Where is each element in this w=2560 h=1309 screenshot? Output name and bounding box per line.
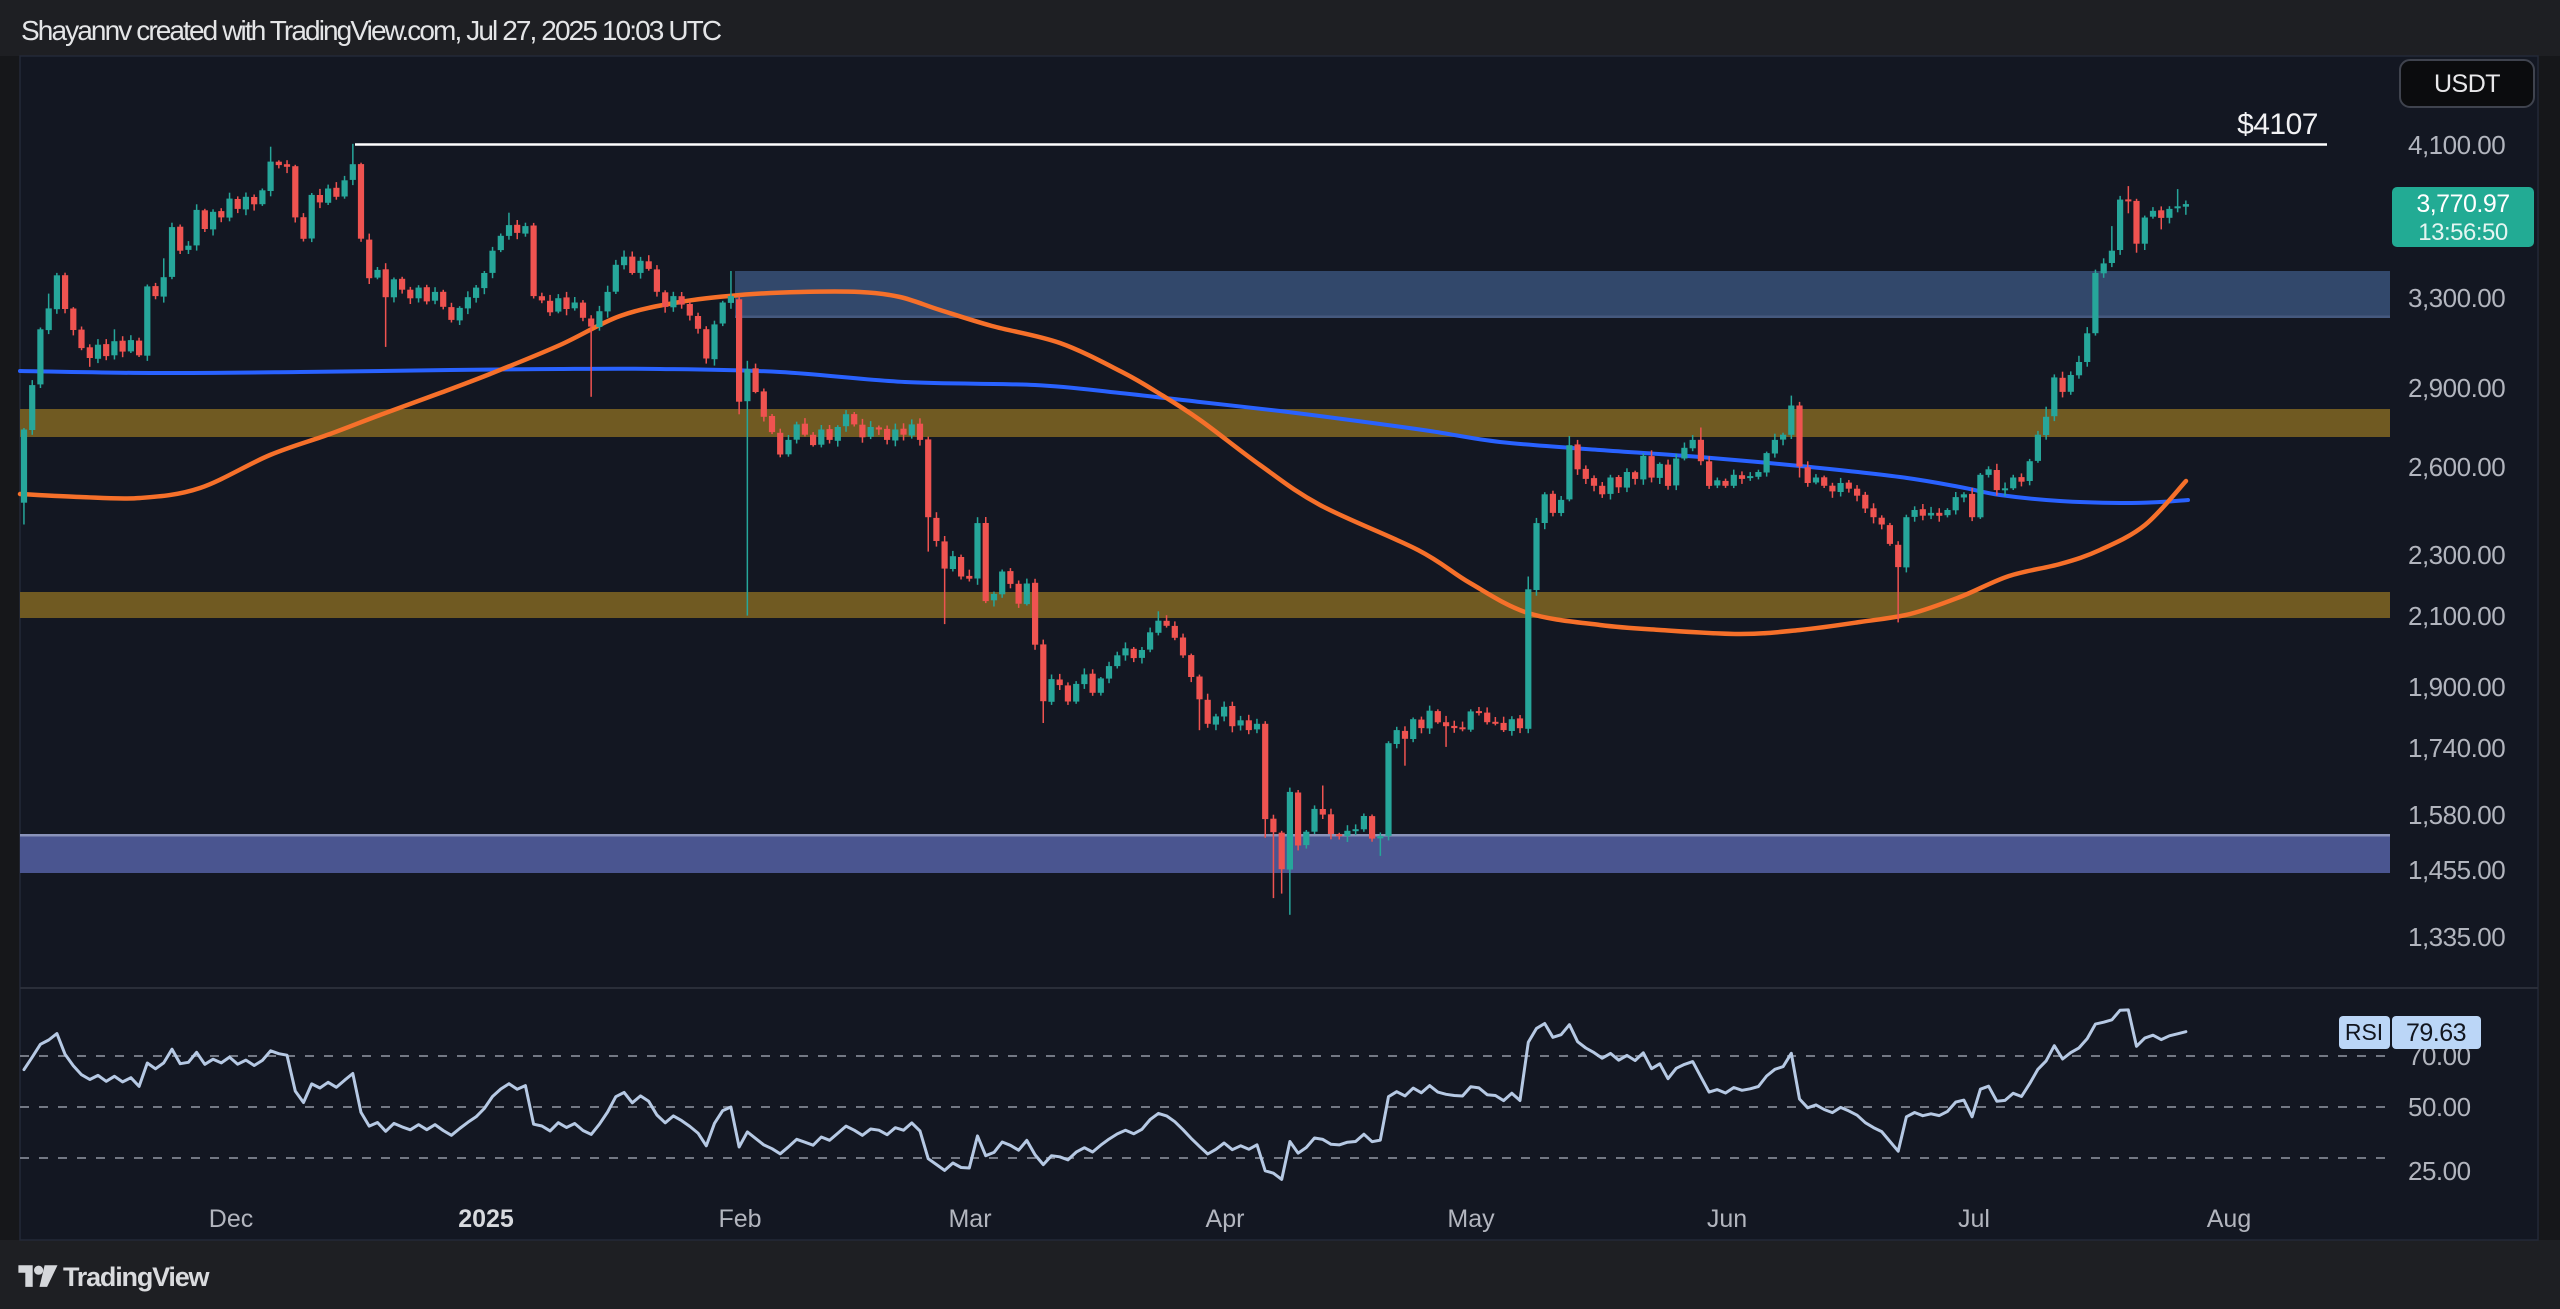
svg-text:3,770.97: 3,770.97 bbox=[2416, 190, 2509, 218]
svg-text:2,300.00: 2,300.00 bbox=[2408, 540, 2505, 570]
svg-text:May: May bbox=[1447, 1205, 1495, 1233]
svg-text:Feb: Feb bbox=[718, 1205, 761, 1233]
svg-text:1,455.00: 1,455.00 bbox=[2408, 855, 2505, 885]
svg-text:Jun: Jun bbox=[1707, 1205, 1747, 1233]
svg-text:3,300.00: 3,300.00 bbox=[2408, 283, 2505, 313]
svg-text:79.63: 79.63 bbox=[2406, 1019, 2466, 1047]
svg-text:2025: 2025 bbox=[458, 1205, 514, 1233]
svg-text:2,100.00: 2,100.00 bbox=[2408, 601, 2505, 631]
svg-text:Jul: Jul bbox=[1958, 1205, 1990, 1233]
svg-text:RSI: RSI bbox=[2345, 1019, 2383, 1045]
svg-text:Dec: Dec bbox=[209, 1205, 253, 1233]
svg-text:Mar: Mar bbox=[948, 1205, 991, 1233]
svg-text:4,100.00: 4,100.00 bbox=[2408, 130, 2505, 160]
svg-text:1,580.00: 1,580.00 bbox=[2408, 800, 2505, 830]
svg-text:USDT: USDT bbox=[2434, 70, 2500, 98]
svg-text:2,600.00: 2,600.00 bbox=[2408, 452, 2505, 482]
svg-text:2,900.00: 2,900.00 bbox=[2408, 373, 2505, 403]
svg-text:$4107: $4107 bbox=[2237, 108, 2318, 141]
svg-text:Apr: Apr bbox=[1206, 1205, 1245, 1233]
svg-text:1,740.00: 1,740.00 bbox=[2408, 733, 2505, 763]
svg-text:1,900.00: 1,900.00 bbox=[2408, 672, 2505, 702]
svg-text:50.00: 50.00 bbox=[2408, 1092, 2471, 1122]
svg-text:TradingView: TradingView bbox=[63, 1262, 211, 1292]
svg-text:13:56:50: 13:56:50 bbox=[2418, 219, 2508, 246]
svg-text:1,335.00: 1,335.00 bbox=[2408, 922, 2505, 952]
svg-text:25.00: 25.00 bbox=[2408, 1156, 2471, 1186]
svg-text:Aug: Aug bbox=[2207, 1205, 2251, 1233]
svg-text:Shayannv created with TradingV: Shayannv created with TradingView.com, J… bbox=[21, 15, 722, 46]
